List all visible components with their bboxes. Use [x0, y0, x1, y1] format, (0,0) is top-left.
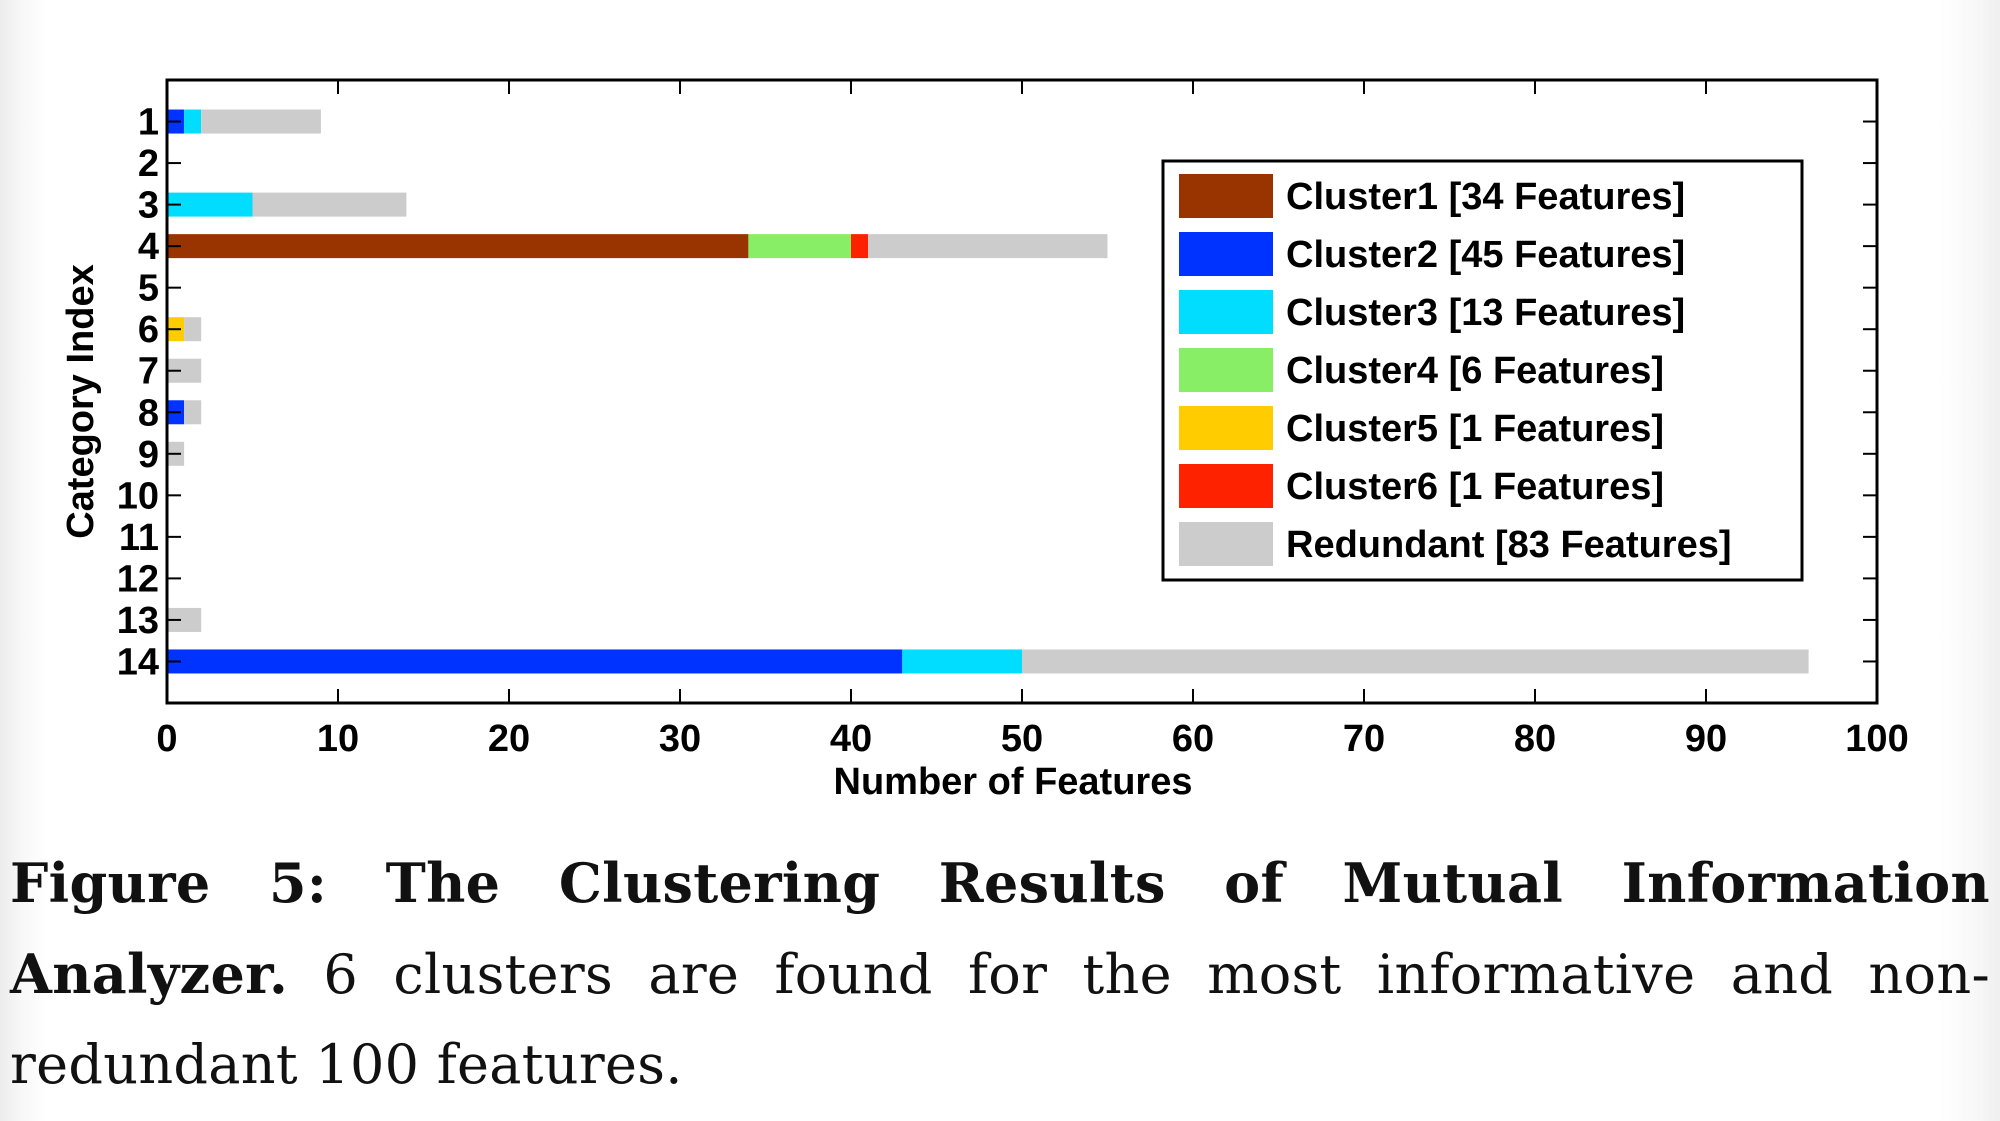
y-tick-label: 4 [138, 226, 159, 268]
caption-label: Figure 5: The Clustering Results of Mutu… [10, 851, 1990, 1006]
bar-cat3-series7 [252, 192, 407, 217]
y-tick-label: 3 [138, 185, 159, 227]
x-tick-label: 20 [488, 718, 530, 760]
bar-cat4-series6 [851, 234, 869, 259]
legend-label-2: Cluster2 [45 Features] [1286, 234, 1685, 276]
x-tick-label: 40 [830, 718, 872, 760]
x-tick-label: 100 [1845, 718, 1908, 760]
y-tick-label: 5 [138, 268, 159, 310]
ticks-layer: 0 10 20 30 40 50 60 70 80 90 100123456789101112131… [117, 80, 1909, 760]
legend-swatch-3 [1179, 290, 1273, 334]
x-tick-label: 50 [1001, 718, 1043, 760]
legend-label-7: Redundant [83 Features] [1286, 524, 1732, 566]
x-tick-label: 60 [1172, 718, 1214, 760]
legend-label-1: Cluster1 [34 Features] [1286, 176, 1685, 218]
bar-chart: 0 10 20 30 40 50 60 70 80 90 100123456789101112131… [60, 78, 1909, 803]
bar-cat4-series4 [748, 234, 851, 259]
y-tick-label: 6 [138, 309, 159, 351]
bar-cat14-series7 [1022, 649, 1809, 674]
y-tick-label: 12 [117, 558, 159, 600]
x-axis-label: Number of Features [834, 761, 1193, 803]
bar-cat4-series1 [167, 234, 749, 259]
x-tick-label: 30 [659, 718, 701, 760]
y-tick-label: 10 [117, 475, 159, 517]
bar-cat4-series7 [868, 234, 1108, 259]
y-axis-label: Category Index [60, 264, 102, 539]
legend-swatch-4 [1179, 348, 1273, 392]
x-tick-label: 70 [1343, 718, 1385, 760]
legend-swatch-1 [1179, 174, 1273, 218]
bar-cat1-series3 [184, 109, 202, 134]
legend: Cluster1 [34 Features] Cluster2 [45 Featu… [1161, 159, 1804, 582]
caption-text: 6 clusters are found for the most inform… [10, 943, 1990, 1096]
bar-cat8-series7 [184, 400, 202, 425]
legend-label-5: Cluster5 [1 Features] [1286, 408, 1664, 450]
y-tick-label: 14 [117, 641, 159, 683]
y-tick-label: 1 [138, 102, 159, 144]
x-tick-label: 80 [1514, 718, 1556, 760]
bar-cat14-series3 [902, 649, 1022, 674]
legend-swatch-7 [1179, 522, 1273, 566]
y-tick-label: 9 [138, 434, 159, 476]
legend-swatch-2 [1179, 232, 1273, 276]
bars-layer [167, 109, 1809, 674]
x-tick-label: 10 [317, 718, 359, 760]
x-tick-label: 0 [156, 718, 177, 760]
x-tick-label: 90 [1685, 718, 1727, 760]
figure-caption: Figure 5: The Clustering Results of Mutu… [10, 838, 1990, 1110]
bar-cat6-series7 [184, 317, 202, 342]
legend-swatch-6 [1179, 464, 1273, 508]
bar-cat14-series2 [167, 649, 903, 674]
y-tick-label: 7 [138, 351, 159, 393]
legend-label-4: Cluster4 [6 Features] [1286, 350, 1664, 392]
legend-swatch-5 [1179, 406, 1273, 450]
legend-label-6: Cluster6 [1 Features] [1286, 466, 1664, 508]
legend-label-3: Cluster3 [13 Features] [1286, 292, 1685, 334]
y-tick-label: 8 [138, 392, 159, 434]
bar-cat1-series7 [201, 109, 321, 134]
bar-cat3-series3 [167, 192, 253, 217]
y-tick-label: 2 [138, 143, 159, 185]
y-tick-label: 13 [117, 600, 159, 642]
y-tick-label: 11 [119, 517, 159, 559]
